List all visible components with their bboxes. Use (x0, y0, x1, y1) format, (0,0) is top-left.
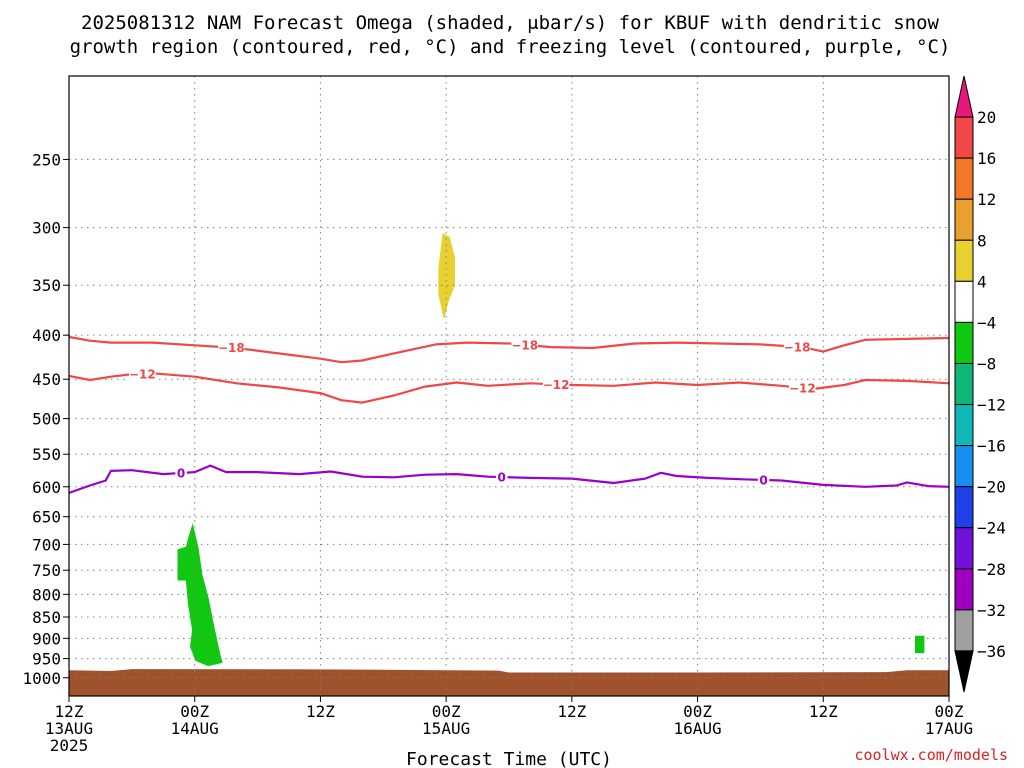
terrain-fill (69, 669, 949, 696)
colorbar-label--20: −20 (977, 478, 1006, 497)
y-tick-label-250: 250 (32, 150, 61, 169)
y-tick-label-700: 700 (32, 535, 61, 554)
colorbar-swatch-4 (954, 239, 974, 282)
y-tick-label-350: 350 (32, 276, 61, 295)
colorbar-swatch-11 (954, 527, 974, 570)
omega-region-2 (915, 635, 925, 654)
x-tick-label-36-1: 00Z (432, 702, 461, 721)
contour-label-bg (218, 340, 245, 355)
contour-label-bg (542, 377, 570, 392)
contour-label-0-2: 0 (759, 473, 767, 487)
colorbar-label--32: −32 (977, 601, 1006, 620)
x-tick-label-0-2: 13AUG (45, 719, 93, 738)
colorbar-label--24: −24 (977, 519, 1006, 538)
colorbar-swatch-6 (954, 321, 974, 364)
y-tick-label-900: 900 (32, 629, 61, 648)
contour-label-bg (789, 380, 816, 395)
y-tick-label-400: 400 (32, 326, 61, 345)
x-tick-label-36-2: 15AUG (422, 719, 470, 738)
grid-lines (69, 76, 949, 696)
x-tick-label-0-3: 2025 (50, 736, 89, 755)
contour-label--12-0: −12 (129, 367, 156, 381)
contour-label-bg (783, 339, 811, 354)
colorbar-swatch-10 (954, 486, 974, 529)
contour-line--18 (68, 335, 950, 364)
contour-label--18-2: −18 (784, 340, 811, 354)
chart-title-line2: growth region (contoured, red, °C) and f… (70, 36, 951, 58)
y-tick-label-800: 800 (32, 585, 61, 604)
x-tick-label-48-1: 12Z (557, 702, 586, 721)
y-tick-label-300: 300 (32, 219, 61, 238)
terrain-polygon (69, 669, 949, 696)
colorbar-swatch-8 (954, 404, 974, 447)
contour-label-0-0: 0 (177, 466, 185, 480)
contour-label-0-1: 0 (497, 471, 505, 485)
contour-label--12-2: −12 (789, 381, 816, 395)
contour-label--18-0: −18 (218, 341, 245, 355)
omega-shading (177, 232, 925, 667)
colorbar-label--28: −28 (977, 560, 1006, 579)
colorbar-label-20: 20 (977, 108, 996, 127)
y-tick-label-450: 450 (32, 370, 61, 389)
temperature-contours: −18 −18 −18 −12 −12 −12 0 0 0 (68, 335, 950, 494)
colorbar-label-12: 12 (977, 190, 996, 209)
y-tick-label-500: 500 (32, 410, 61, 429)
y-tick-label-850: 850 (32, 608, 61, 627)
source-credit: coolwx.com/models (854, 746, 1008, 764)
x-tick-label-12-2: 14AUG (171, 719, 219, 738)
colorbar-label-4: 4 (977, 272, 987, 291)
contour-label-bg (175, 465, 187, 480)
colorbar-label-8: 8 (977, 231, 987, 250)
pressure-axis: 250 300 350 400 450 500 550 600 650 700 750 800 850 9… (22, 150, 69, 688)
colorbar-swatch-3 (954, 198, 974, 241)
contour-label--12-1: −12 (543, 378, 570, 392)
contour-line-0 (68, 464, 950, 494)
colorbar-swatch-12 (954, 568, 974, 611)
x-tick-label-24-1: 12Z (306, 702, 335, 721)
colorbar-arrow-bottom (954, 650, 974, 693)
colorbar-swatch-9 (954, 445, 974, 488)
y-tick-label-650: 650 (32, 508, 61, 527)
chart-title-line1: 2025081312 NAM Forecast Omega (shaded, μ… (81, 12, 939, 34)
x-tick-label-84-2: 17AUG (925, 719, 973, 738)
colorbar-swatch-13 (954, 609, 974, 652)
y-tick-label-600: 600 (32, 478, 61, 497)
x-tick-label-60-1: 00Z (683, 702, 712, 721)
x-tick-label-60-2: 16AUG (673, 719, 721, 738)
contour-label-bg (757, 472, 770, 487)
omega-region-1 (177, 523, 223, 667)
colorbar-swatch-2 (954, 157, 974, 200)
y-tick-label-1000: 1000 (22, 669, 61, 688)
y-tick-label-750: 750 (32, 561, 61, 580)
x-tick-label-84-1: 00Z (935, 702, 964, 721)
colorbar-arrow-top (954, 75, 974, 118)
colorbar-label--36: −36 (977, 642, 1006, 661)
colorbar-swatch-7 (954, 362, 974, 406)
colorbar-label-16: 16 (977, 149, 996, 168)
contour-label--18-1: −18 (511, 338, 538, 352)
y-tick-label-550: 550 (32, 445, 61, 464)
plot-frame (68, 75, 950, 697)
contour-label-bg (495, 470, 508, 485)
x-tick-label-72-1: 12Z (809, 702, 838, 721)
x-axis-title: Forecast Time (UTC) (406, 749, 612, 768)
x-tick-label-12-1: 00Z (180, 702, 209, 721)
y-tick-label-950: 950 (32, 650, 61, 669)
colorbar-label--8: −8 (977, 354, 996, 373)
colorbar-swatch-5 (954, 280, 974, 323)
omega-region-0 (438, 232, 455, 319)
colorbar-label--12: −12 (977, 396, 1006, 415)
colorbar-swatch-1 (954, 116, 974, 159)
colorbar-label--4: −4 (977, 313, 996, 332)
x-tick-label-0-1: 12Z (55, 702, 84, 721)
contour-label-bg (129, 366, 156, 381)
contour-label-bg (511, 337, 538, 352)
colorbar-legend: 20 16 12 8 4 −4 −8 −12 −16 −20 −24 −28 −32 −36 (954, 75, 1006, 693)
colorbar-label--16: −16 (977, 437, 1006, 456)
